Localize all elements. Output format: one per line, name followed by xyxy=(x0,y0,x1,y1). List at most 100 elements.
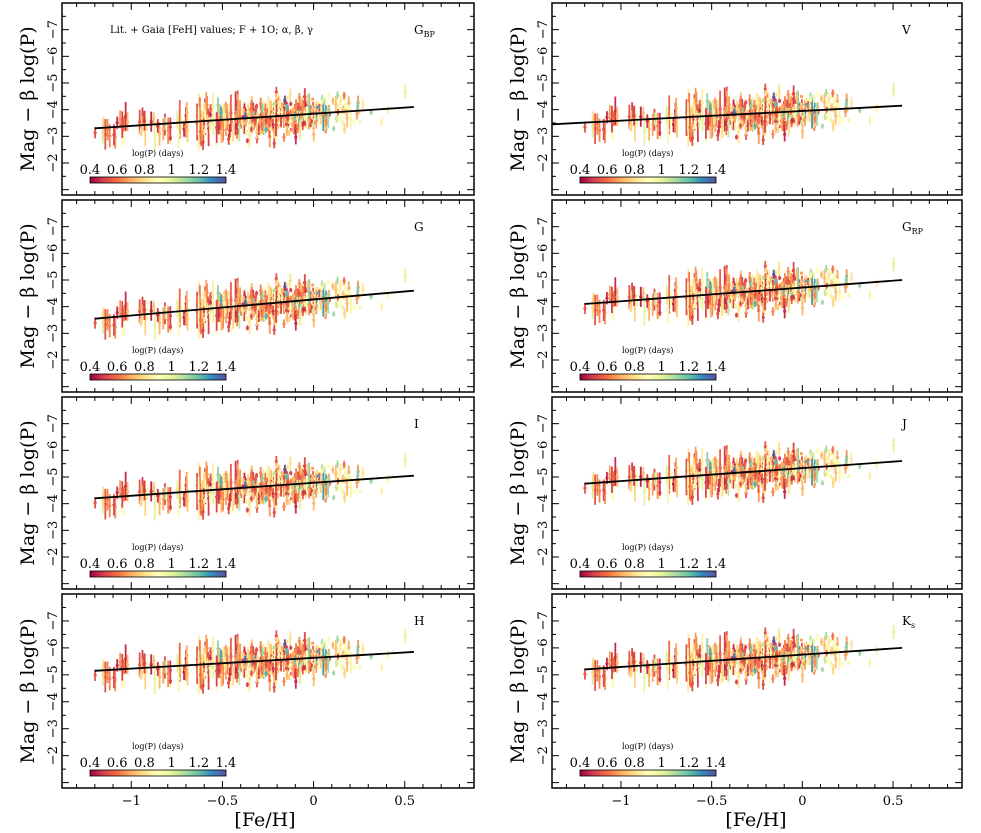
data-point xyxy=(769,276,773,281)
data-point xyxy=(263,294,268,298)
data-point xyxy=(642,129,646,133)
data-point xyxy=(379,304,384,309)
data-point xyxy=(744,304,748,308)
y-tick-label: −6 xyxy=(536,244,551,263)
data-point xyxy=(820,124,824,128)
y-axis-title: Mag − β log(P) xyxy=(17,26,39,171)
data-point xyxy=(276,297,281,301)
data-point xyxy=(666,308,670,312)
data-point xyxy=(301,307,305,311)
data-point xyxy=(645,119,649,123)
data-point xyxy=(205,116,209,121)
data-point xyxy=(205,304,209,309)
data-point xyxy=(347,101,351,105)
data-point xyxy=(176,322,181,326)
data-point xyxy=(283,98,287,102)
data-point xyxy=(804,275,808,279)
data-point xyxy=(264,306,268,310)
data-point xyxy=(761,315,765,320)
data-point xyxy=(334,302,338,306)
data-point xyxy=(763,96,768,101)
data-point xyxy=(261,119,265,123)
data-point xyxy=(312,132,316,136)
data-point xyxy=(243,301,247,306)
data-point xyxy=(726,121,731,126)
data-point xyxy=(185,299,189,303)
y-tick-label: −2 xyxy=(46,350,61,369)
data-point xyxy=(756,294,760,298)
data-point xyxy=(245,508,250,512)
data-point xyxy=(274,309,278,313)
data-point xyxy=(255,316,259,321)
data-point xyxy=(750,115,754,120)
data-point xyxy=(242,297,246,301)
data-point xyxy=(358,305,362,309)
band-label: V xyxy=(901,23,911,37)
data-point xyxy=(142,119,147,123)
data-point xyxy=(244,130,249,134)
data-point xyxy=(627,115,631,119)
data-point xyxy=(804,98,808,102)
data-point xyxy=(108,134,112,138)
data-point xyxy=(777,89,781,94)
data-point xyxy=(734,304,738,308)
data-point xyxy=(768,113,772,117)
data-point xyxy=(347,470,351,474)
data-point xyxy=(736,109,740,114)
data-point xyxy=(773,296,778,300)
data-point xyxy=(583,306,587,311)
data-point xyxy=(608,293,612,297)
y-tick-label: −2 xyxy=(46,153,61,172)
data-point xyxy=(326,94,331,98)
data-point xyxy=(227,137,231,141)
data-point xyxy=(201,140,205,144)
data-point xyxy=(776,128,780,132)
data-point xyxy=(813,293,817,297)
data-point xyxy=(673,120,677,124)
data-point xyxy=(152,305,156,309)
data-point xyxy=(346,291,350,295)
data-point xyxy=(316,105,320,109)
data-point xyxy=(335,93,340,97)
data-point xyxy=(824,91,828,95)
colorbar-tick-label: 1.4 xyxy=(706,360,727,375)
data-point xyxy=(103,502,107,506)
plot-area xyxy=(93,452,414,521)
data-point xyxy=(708,296,712,301)
data-point xyxy=(764,268,768,272)
data-point xyxy=(108,324,112,328)
data-point xyxy=(658,300,662,304)
axes-frame xyxy=(551,2,963,196)
data-point xyxy=(720,126,724,130)
data-point xyxy=(835,99,840,103)
colorbar-bar xyxy=(89,176,227,184)
data-point xyxy=(651,123,655,127)
data-point xyxy=(835,275,840,279)
data-point xyxy=(815,268,819,272)
data-point xyxy=(138,490,142,494)
data-point xyxy=(802,118,806,122)
data-point xyxy=(294,135,298,139)
data-point xyxy=(744,126,748,130)
data-point xyxy=(783,309,787,313)
data-point xyxy=(813,117,817,121)
data-point xyxy=(320,285,325,289)
data-point xyxy=(175,118,180,122)
data-point xyxy=(858,108,862,112)
data-point xyxy=(789,99,793,104)
data-point xyxy=(711,111,716,115)
data-point xyxy=(342,126,347,130)
data-point xyxy=(184,125,188,129)
data-point xyxy=(837,290,842,294)
data-point xyxy=(272,141,276,145)
data-point xyxy=(289,110,293,114)
data-point xyxy=(786,92,790,97)
data-point xyxy=(665,293,669,297)
data-point xyxy=(105,128,110,132)
data-point xyxy=(244,317,249,321)
data-point xyxy=(795,116,799,120)
data-point xyxy=(763,296,767,301)
axes-frame xyxy=(61,2,475,196)
data-point xyxy=(697,298,701,302)
data-point xyxy=(628,125,633,129)
